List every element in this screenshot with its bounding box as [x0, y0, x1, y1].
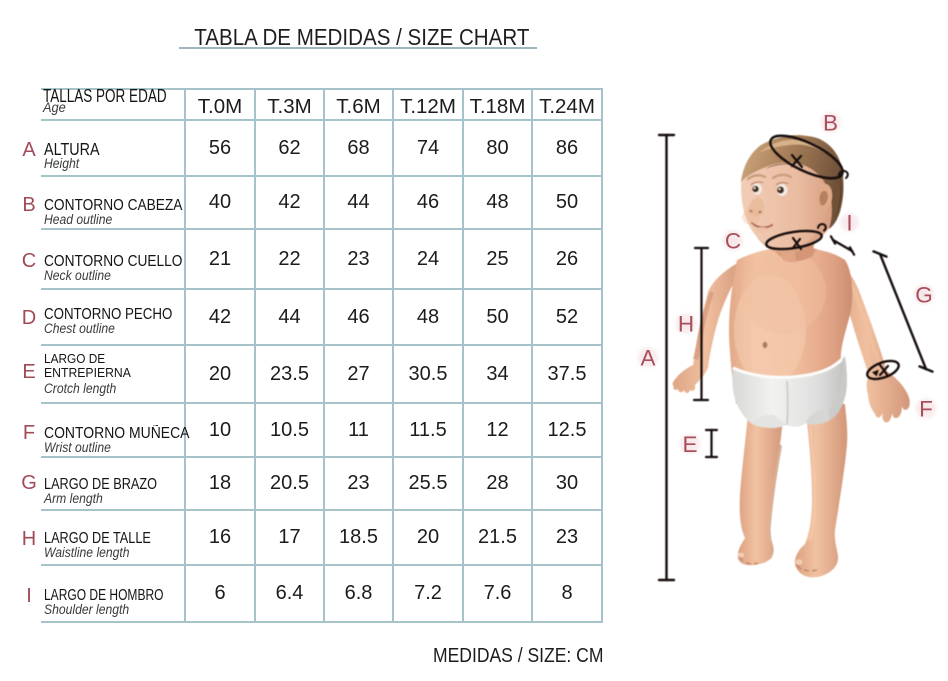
svg-text:B: B [823, 111, 838, 136]
svg-text:E: E [682, 432, 697, 457]
svg-text:H: H [678, 312, 694, 337]
svg-text:F: F [919, 397, 933, 422]
svg-text:I: I [846, 211, 852, 236]
svg-text:G: G [915, 283, 933, 308]
svg-text:C: C [725, 229, 741, 254]
svg-text:A: A [640, 346, 655, 371]
